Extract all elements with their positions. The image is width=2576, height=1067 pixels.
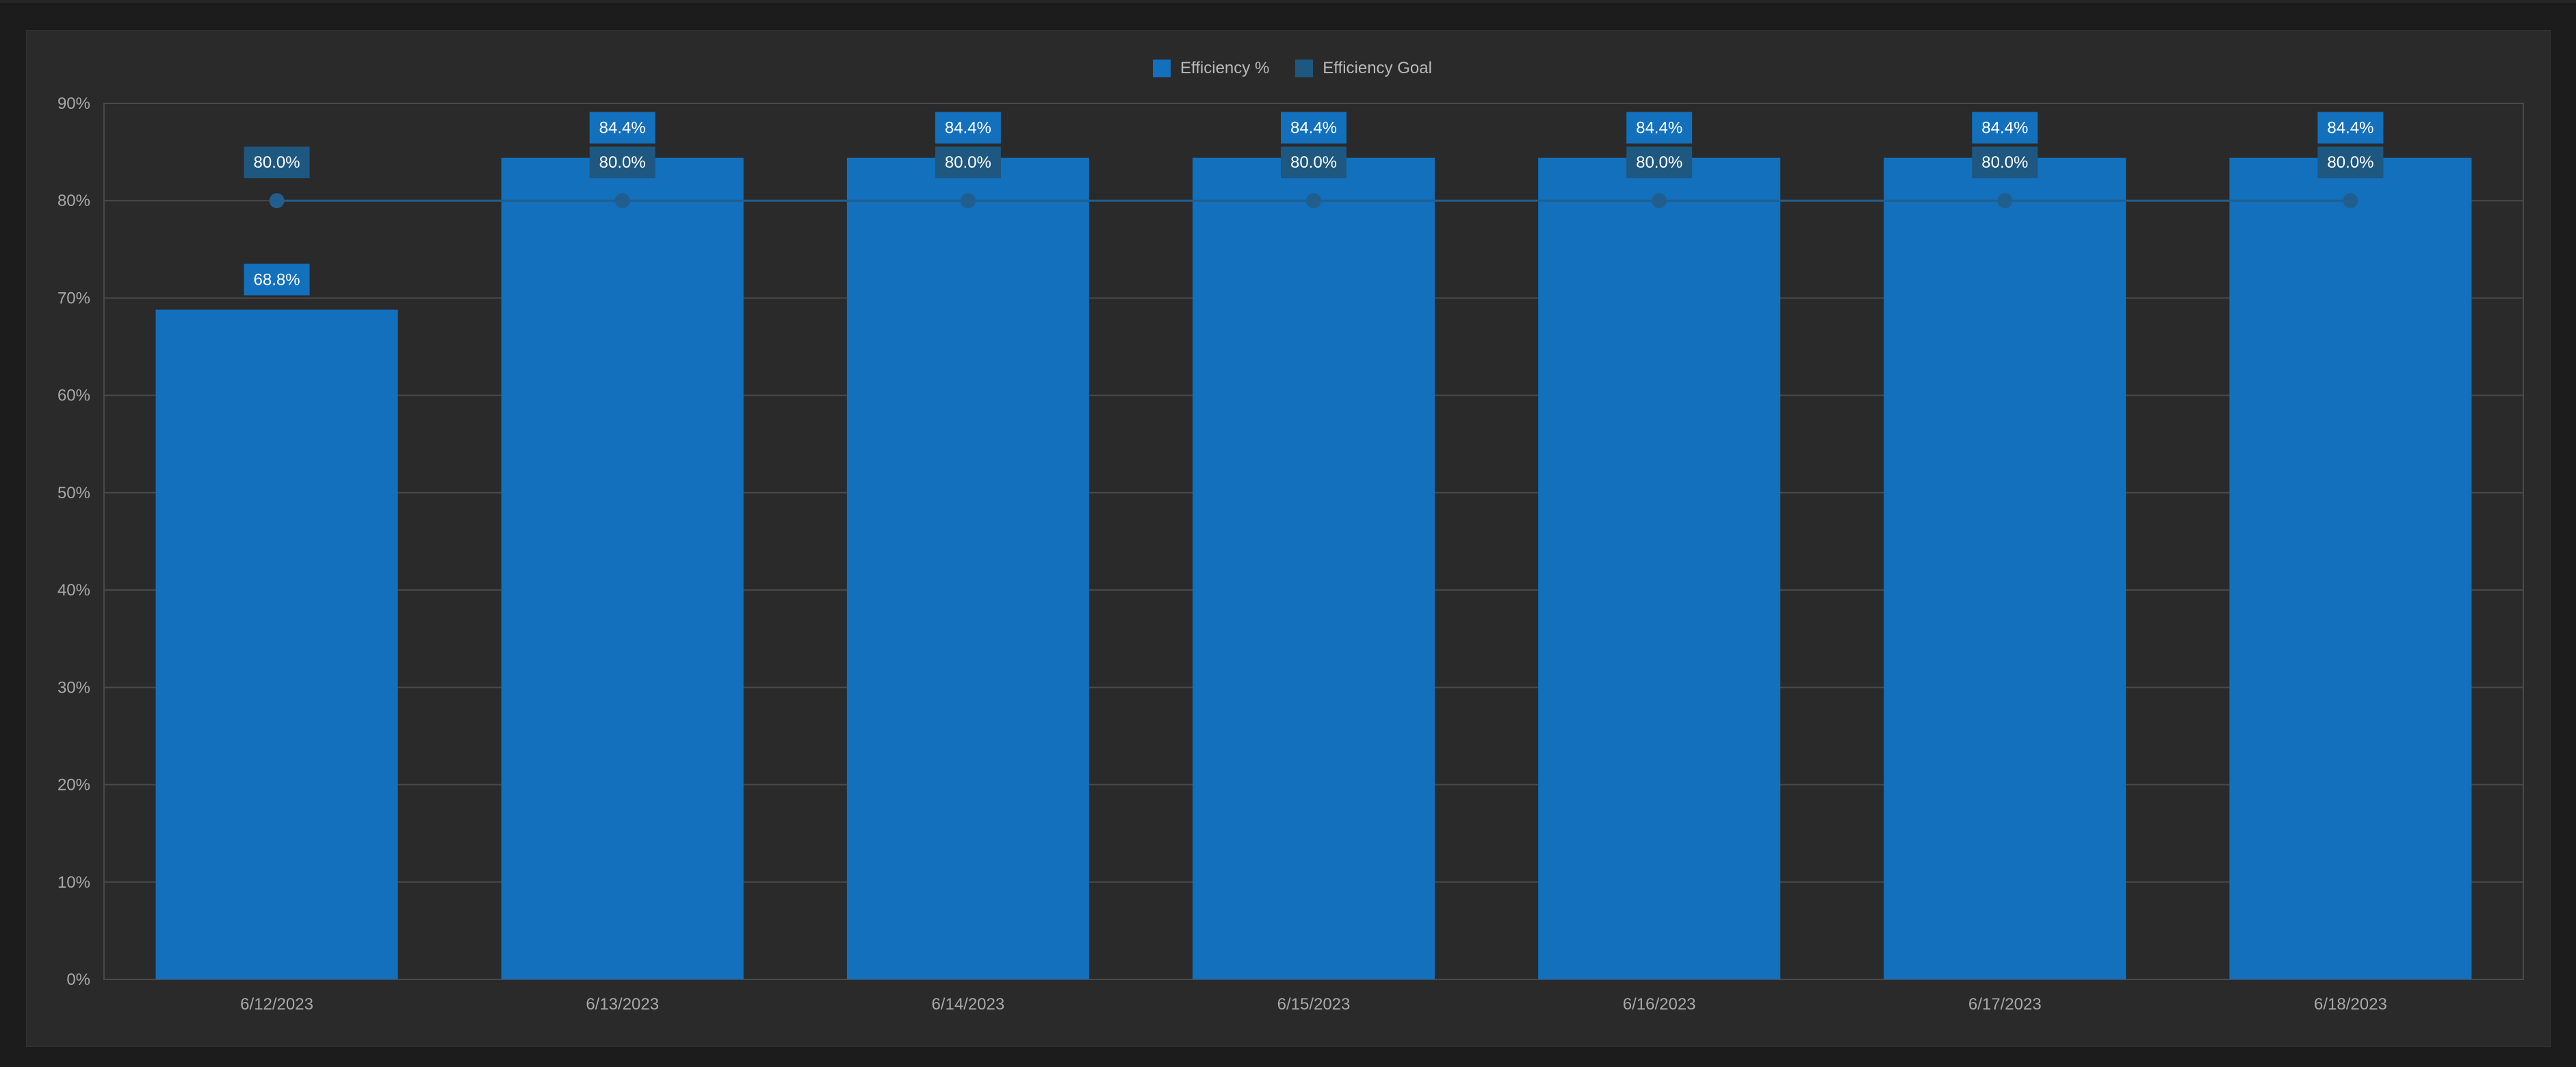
data-label-goal-box	[244, 146, 310, 179]
y-tick-label: 90%	[57, 94, 90, 113]
legend-label-efficiency: Efficiency %	[1180, 59, 1270, 77]
data-label-goal-box	[1626, 146, 1693, 179]
goal-point[interactable]	[1652, 193, 1667, 209]
data-label-efficiency: 84.4%	[1290, 119, 1337, 138]
y-tick-label: 50%	[57, 484, 90, 502]
data-label-goal: 80.0%	[599, 153, 646, 172]
data-label-goal-box	[589, 146, 655, 179]
data-label-efficiency: 84.4%	[945, 119, 991, 138]
data-label-efficiency-box	[1626, 112, 1693, 144]
goal-point[interactable]	[1306, 193, 1321, 209]
goal-point[interactable]	[269, 193, 285, 209]
data-label-efficiency: 84.4%	[1636, 119, 1682, 138]
goal-point[interactable]	[614, 193, 630, 209]
data-label-goal: 80.0%	[1981, 153, 2028, 172]
data-label-efficiency: 84.4%	[1981, 119, 2028, 138]
x-tick-label: 6/14/2023	[931, 995, 1004, 1014]
goal-point[interactable]	[1997, 193, 2013, 209]
legend-label-goal: Efficiency Goal	[1323, 59, 1432, 77]
legend-swatch-goal	[1295, 60, 1314, 77]
data-label-goal: 80.0%	[2327, 153, 2373, 172]
data-label-goal: 80.0%	[945, 153, 991, 172]
legend-item-goal[interactable]: Efficiency Goal	[1295, 59, 1432, 78]
goal-point[interactable]	[2343, 193, 2358, 209]
y-tick-label: 30%	[57, 678, 90, 697]
goal-point[interactable]	[960, 193, 976, 209]
y-tick-label: 60%	[57, 387, 90, 405]
bar-efficiency[interactable]	[1884, 157, 2126, 980]
data-label-goal-box	[935, 146, 1001, 179]
data-label-efficiency-box	[935, 112, 1001, 144]
bar-efficiency[interactable]	[2229, 157, 2472, 980]
x-tick-label: 6/16/2023	[1623, 995, 1696, 1014]
data-label-efficiency-box	[1281, 112, 1346, 144]
legend-swatch-efficiency	[1153, 60, 1171, 77]
data-label-goal: 80.0%	[254, 153, 300, 172]
legend-item-efficiency[interactable]: Efficiency %	[1153, 59, 1269, 78]
bar-efficiency[interactable]	[501, 157, 744, 980]
y-tick-label: 40%	[57, 581, 90, 600]
data-label-efficiency-box	[1972, 112, 2038, 144]
y-tick-label: 70%	[57, 289, 90, 307]
data-label-goal-box	[1281, 146, 1346, 179]
y-tick-label: 80%	[57, 192, 90, 210]
x-tick-label: 6/12/2023	[240, 995, 313, 1014]
x-tick-label: 6/18/2023	[2314, 995, 2387, 1014]
x-tick-label: 6/17/2023	[1968, 995, 2042, 1014]
x-tick-label: 6/13/2023	[586, 995, 659, 1014]
y-tick-label: 10%	[57, 873, 90, 892]
y-tick-label: 20%	[57, 776, 90, 795]
data-label-goal: 80.0%	[1290, 153, 1337, 172]
bar-efficiency[interactable]	[155, 309, 398, 979]
data-label-goal-box	[2317, 146, 2384, 179]
data-label-efficiency: 68.8%	[254, 271, 300, 290]
data-label-efficiency-box	[244, 263, 310, 296]
bar-efficiency[interactable]	[1193, 157, 1435, 980]
data-label-goal-box	[1972, 146, 2038, 179]
data-label-efficiency: 84.4%	[599, 119, 646, 138]
data-label-goal: 80.0%	[1636, 153, 1682, 172]
chart-legend: Efficiency % Efficiency Goal	[1153, 55, 1448, 82]
bar-efficiency[interactable]	[846, 157, 1089, 980]
data-label-efficiency-box	[2317, 112, 2384, 144]
bar-efficiency[interactable]	[1538, 157, 1781, 980]
y-tick-label: 0%	[66, 970, 90, 989]
x-tick-label: 6/15/2023	[1277, 995, 1351, 1014]
data-label-efficiency-box	[589, 112, 655, 144]
data-label-efficiency: 84.4%	[2327, 119, 2373, 138]
